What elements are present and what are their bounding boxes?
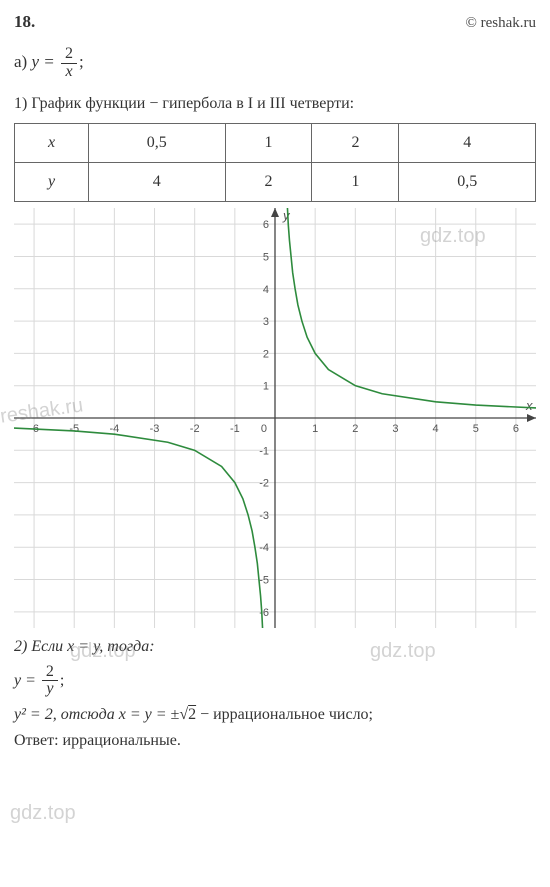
- svg-text:2: 2: [352, 423, 358, 435]
- sq-line-a: y² = 2, отсюда x = y = ±: [14, 706, 179, 723]
- svg-text:0: 0: [261, 423, 267, 435]
- step-1-text: 1) График функции − гипербола в I и III …: [14, 95, 536, 113]
- step-2-equation: y = 2 y ;: [14, 664, 536, 699]
- svg-text:4: 4: [433, 423, 439, 435]
- row-header-y: y: [15, 162, 89, 201]
- svg-text:3: 3: [263, 316, 269, 328]
- svg-text:5: 5: [263, 251, 269, 263]
- watermark: gdz.top: [10, 802, 76, 825]
- frac2-num: 2: [42, 664, 58, 682]
- svg-text:6: 6: [263, 219, 269, 231]
- eq-lhs: y =: [31, 52, 54, 71]
- svg-text:-3: -3: [150, 423, 160, 435]
- svg-text:1: 1: [312, 423, 318, 435]
- sq-line-b: − иррациональное число;: [196, 706, 373, 723]
- table-cell: 1: [312, 162, 399, 201]
- table-cell: 0,5: [399, 162, 536, 201]
- fraction: 2 x: [61, 46, 77, 81]
- svg-text:-6: -6: [259, 606, 269, 618]
- frac-numerator: 2: [61, 46, 77, 64]
- part-a-label: а): [14, 52, 27, 71]
- problem-number: 18.: [14, 12, 35, 32]
- svg-text:2: 2: [263, 348, 269, 360]
- svg-text:-1: -1: [259, 445, 269, 457]
- row-header-x: x: [15, 123, 89, 162]
- svg-text:-2: -2: [259, 477, 269, 489]
- svg-text:-3: -3: [259, 510, 269, 522]
- svg-text:5: 5: [473, 423, 479, 435]
- eq-suffix: ;: [79, 52, 84, 71]
- table-cell: 2: [312, 123, 399, 162]
- table-row: x 0,5 1 2 4: [15, 123, 536, 162]
- svg-text:4: 4: [263, 283, 269, 295]
- table-cell: 4: [89, 162, 226, 201]
- svg-text:-4: -4: [259, 542, 269, 554]
- table-cell: 0,5: [89, 123, 226, 162]
- sqrt-symbol: 2: [179, 706, 196, 724]
- table-cell: 1: [225, 123, 312, 162]
- value-table: x 0,5 1 2 4 y 4 2 1 0,5: [14, 123, 536, 202]
- svg-text:-1: -1: [230, 423, 240, 435]
- svg-text:3: 3: [392, 423, 398, 435]
- table-row: y 4 2 1 0,5: [15, 162, 536, 201]
- svg-text:-2: -2: [190, 423, 200, 435]
- svg-text:6: 6: [513, 423, 519, 435]
- step2-intro-text: 2) Если x = y, тогда:: [14, 638, 155, 655]
- site-credit: © reshak.ru: [465, 15, 536, 32]
- step-2-intro: 2) Если x = y, тогда:: [14, 638, 536, 656]
- table-cell: 4: [399, 123, 536, 162]
- table-cell: 2: [225, 162, 312, 201]
- svg-text:-5: -5: [69, 423, 79, 435]
- frac2-den: y: [42, 681, 58, 698]
- sqrt-radicand: 2: [188, 706, 196, 723]
- frac-denominator: x: [61, 64, 77, 81]
- hyperbola-chart: -6-5-4-3-2-1123456-6-5-4-3-2-11234560xy: [14, 208, 536, 628]
- chart-svg: -6-5-4-3-2-1123456-6-5-4-3-2-11234560xy: [14, 208, 536, 628]
- fraction-2: 2 y: [42, 664, 58, 699]
- step-2-result: y² = 2, отсюда x = y = ± 2 − иррациональн…: [14, 706, 536, 724]
- svg-text:x: x: [525, 398, 533, 413]
- answer-line: Ответ: иррациональные.: [14, 732, 536, 750]
- eq2-lhs: y =: [14, 672, 36, 689]
- part-a-equation: а) y = 2 x ;: [14, 46, 536, 81]
- eq2-suffix: ;: [60, 672, 64, 689]
- svg-text:-5: -5: [259, 574, 269, 586]
- svg-text:1: 1: [263, 380, 269, 392]
